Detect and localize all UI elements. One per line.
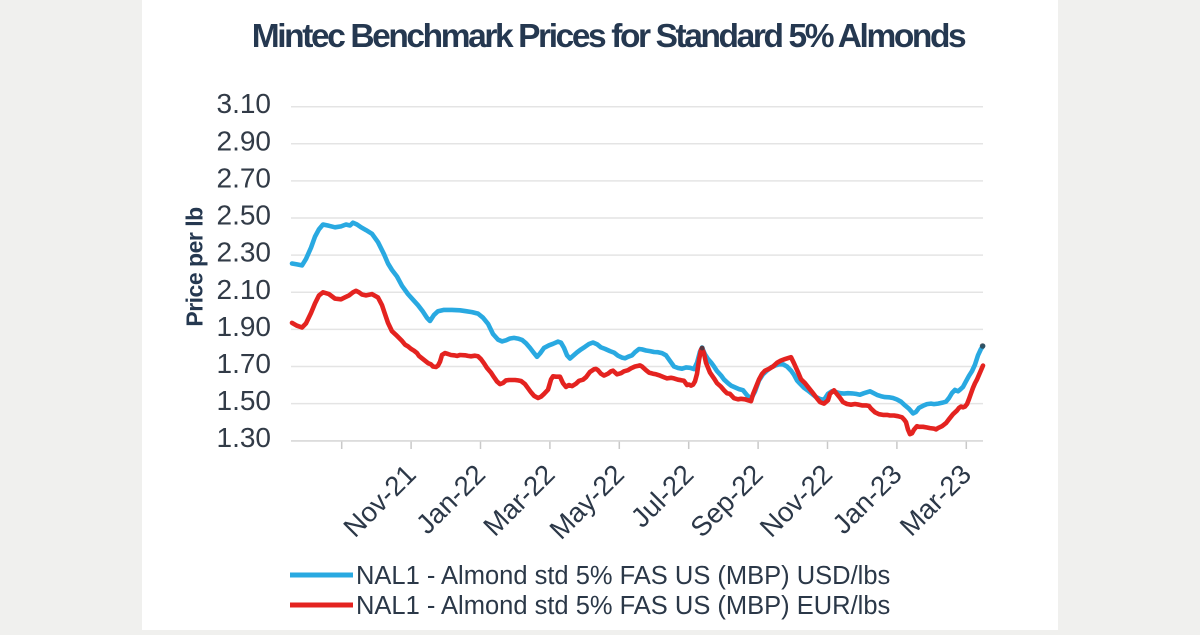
svg-text:Nov-21: Nov-21 xyxy=(337,458,422,543)
svg-text:Sep-22: Sep-22 xyxy=(684,458,769,543)
svg-text:3.10: 3.10 xyxy=(217,88,272,119)
svg-text:2.70: 2.70 xyxy=(217,162,272,193)
svg-text:Jan-23: Jan-23 xyxy=(826,458,907,539)
svg-text:May-22: May-22 xyxy=(543,458,630,545)
svg-text:1.30: 1.30 xyxy=(217,422,272,453)
svg-text:Nov-22: Nov-22 xyxy=(754,458,839,543)
svg-text:Mar-23: Mar-23 xyxy=(894,458,978,542)
svg-text:1.50: 1.50 xyxy=(217,385,272,416)
svg-text:NAL1 - Almond std 5% FAS US (M: NAL1 - Almond std 5% FAS US (MBP) EUR/lb… xyxy=(356,592,890,620)
svg-text:1.90: 1.90 xyxy=(217,311,272,342)
svg-text:1.70: 1.70 xyxy=(217,348,272,379)
svg-text:2.30: 2.30 xyxy=(217,237,272,268)
svg-text:Jan-22: Jan-22 xyxy=(410,458,491,539)
svg-text:2.90: 2.90 xyxy=(217,125,272,156)
svg-text:2.50: 2.50 xyxy=(217,200,272,231)
svg-text:2.10: 2.10 xyxy=(217,274,272,305)
svg-text:NAL1 - Almond std 5% FAS US (M: NAL1 - Almond std 5% FAS US (MBP) USD/lb… xyxy=(356,562,890,590)
